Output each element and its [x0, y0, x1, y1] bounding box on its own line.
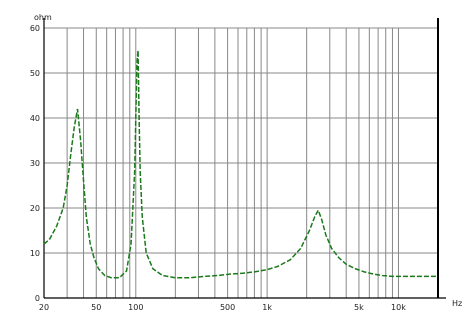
tick-labels: 0 10 20 30 40 50 60 20 50 100 500 1k 5k 10k — [30, 24, 406, 312]
y-tick-label: 30 — [30, 159, 40, 168]
y-tick-label: 50 — [30, 69, 40, 78]
y-tick-label: 10 — [30, 249, 40, 258]
grid — [43, 27, 439, 299]
x-tick-label: 100 — [128, 303, 143, 312]
y-tick-label: 40 — [30, 114, 40, 123]
y-axis-label: ohm — [34, 13, 52, 22]
x-tick-label: 500 — [220, 303, 235, 312]
x-tick-label: 20 — [39, 303, 49, 312]
impedance-curve — [43, 50, 438, 279]
curve — [43, 50, 438, 279]
x-tick-label: 50 — [91, 303, 101, 312]
y-tick-label: 0 — [35, 294, 40, 303]
x-tick-label: 5k — [354, 303, 364, 312]
x-tick-label: 10k — [391, 303, 406, 312]
y-tick-label: 20 — [30, 204, 40, 213]
x-tick-label: 1k — [262, 303, 272, 312]
axes — [43, 18, 446, 299]
y-tick-label: 60 — [30, 24, 40, 33]
x-axis-label: Hz — [452, 299, 462, 308]
